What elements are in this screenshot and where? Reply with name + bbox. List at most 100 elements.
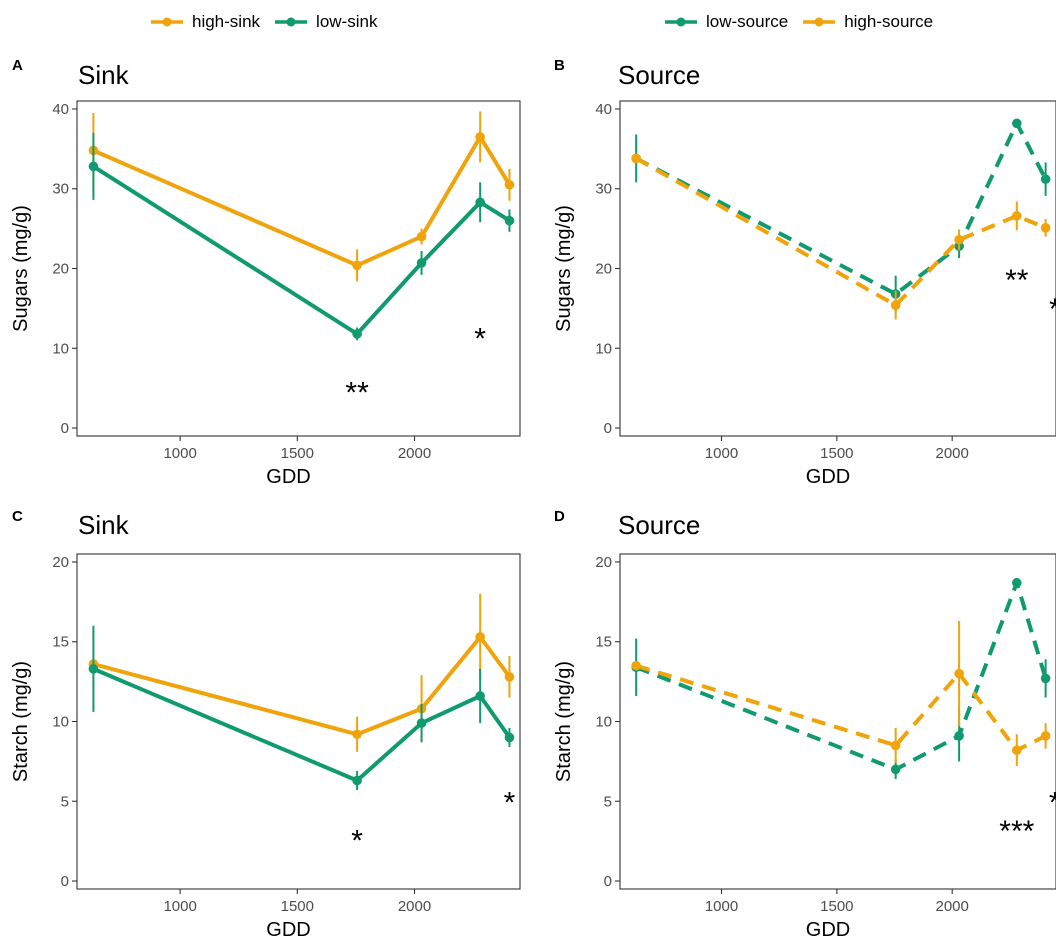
y-axis-title: Starch (mg/g): [10, 661, 32, 782]
data-point-high-source: [631, 153, 641, 164]
y-axis-title: Sugars (mg/g): [553, 205, 575, 332]
panel-letter: A: [12, 57, 23, 74]
data-point-high-source: [1011, 211, 1022, 221]
legend-label-low-sink: low-sink: [316, 12, 378, 31]
x-tick-label: 1500: [281, 898, 314, 915]
y-tick-label: 0: [61, 873, 69, 890]
plot-area: [88, 111, 515, 341]
significance-annotation: ***: [999, 815, 1034, 848]
y-tick-label: 30: [595, 181, 612, 198]
y-axis-title: Starch (mg/g): [553, 661, 575, 782]
panel-letter: D: [554, 508, 565, 525]
data-point-high-sink: [416, 231, 427, 242]
series-line-high-sink: [92, 134, 512, 268]
legend-item-low-sink: low-sink: [274, 12, 377, 32]
panel-title: Sink: [78, 510, 130, 540]
legend-label-high-source: high-source: [844, 12, 934, 31]
data-point-low-source: [1040, 673, 1051, 684]
x-tick-label: 1000: [705, 898, 738, 915]
legend-label-low-source: low-source: [706, 12, 789, 31]
plot-area: [631, 577, 1051, 779]
legend-key-low-sink: [275, 17, 308, 27]
legend-label-high-sink: high-sink: [192, 12, 261, 31]
y-tick-label: 10: [52, 714, 69, 731]
series-line-high-source: [635, 156, 1047, 308]
data-point-high-source: [954, 234, 964, 245]
series-line-low-source: [635, 121, 1048, 296]
plot-area: [88, 593, 515, 791]
x-axis-title: GDD: [266, 919, 310, 939]
significance-annotation: *: [351, 825, 363, 858]
data-point-high-source: [631, 660, 641, 671]
panel-c: C Sink 0 5 10 15 20 1000 1500 2000 GDD Starch (mg/g…: [10, 508, 521, 939]
y-tick-label: 10: [595, 340, 612, 357]
x-tick-label: 2000: [398, 445, 431, 462]
panel-d: D Source 0 5 10 15 20 1000 1500 2000 GDD Starch (mg…: [553, 508, 1056, 939]
y-tick-label: 0: [604, 873, 612, 890]
y-tick-label: 20: [52, 554, 69, 571]
legend-key-high-sink: [151, 17, 183, 27]
data-point-low-sink: [416, 718, 427, 728]
series-line-low-sink: [92, 667, 512, 783]
data-point-low-source: [954, 731, 964, 741]
significance-annotation: **: [345, 377, 369, 410]
data-point-high-source: [1011, 745, 1022, 756]
panel-title: Sink: [78, 60, 130, 90]
data-point-high-source: [1040, 223, 1051, 233]
x-tick-label: 2000: [936, 898, 969, 915]
x-tick-label: 1500: [820, 898, 853, 915]
x-tick-label: 2000: [398, 898, 431, 915]
panel-a: A Sink 0 10 20 30 40 1000 1500 2000 GDD Sugars (mg/…: [10, 57, 521, 488]
legend-item-low-source: low-source: [664, 12, 788, 32]
y-tick-label: 30: [52, 181, 69, 198]
x-axis-title: GDD: [806, 466, 850, 488]
y-axis-title: Sugars (mg/g): [10, 205, 32, 332]
data-point-high-source: [1040, 731, 1051, 741]
legend-key-high-source: [803, 17, 836, 27]
data-point-low-sink: [504, 215, 515, 226]
series-line-low-source: [635, 580, 1048, 772]
plot-border: [76, 100, 521, 437]
y-tick-label: 40: [595, 101, 612, 118]
plot-border: [619, 100, 1056, 437]
data-point-high-sink: [504, 179, 515, 190]
x-tick-label: 1000: [705, 445, 738, 462]
plot-border: [76, 553, 521, 890]
data-point-high-source: [954, 668, 964, 679]
y-tick-label: 10: [595, 714, 612, 731]
data-point-high-sink: [352, 260, 362, 271]
data-point-low-sink: [88, 161, 99, 172]
y-tick-label: 5: [61, 793, 69, 810]
significance-annotation: *: [1049, 786, 1056, 819]
significance-annotation: **: [1005, 264, 1029, 297]
significance-annotation: *: [474, 322, 486, 355]
data-point-high-sink: [504, 672, 515, 682]
y-tick-label: 20: [595, 554, 612, 571]
legend-item-high-source: high-source: [802, 12, 933, 32]
legend-key-low-source: [665, 17, 697, 27]
data-point-low-sink: [416, 258, 427, 268]
data-point-low-source: [1011, 118, 1022, 129]
plot-area: [631, 118, 1051, 320]
data-point-high-source: [890, 300, 901, 310]
data-point-low-sink: [504, 732, 515, 743]
y-tick-label: 20: [595, 261, 612, 278]
y-tick-label: 15: [52, 634, 69, 651]
data-point-high-source: [890, 740, 901, 751]
data-point-low-sink: [475, 197, 485, 208]
plot-border: [619, 553, 1056, 890]
significance-annotation: *: [1049, 293, 1056, 326]
series-line-high-source: [635, 663, 1047, 753]
y-tick-label: 40: [52, 101, 69, 118]
panel-letter: B: [554, 57, 565, 74]
data-point-high-sink: [475, 132, 485, 142]
x-tick-label: 1500: [820, 445, 853, 462]
data-point-low-sink: [352, 329, 362, 339]
y-tick-label: 10: [52, 340, 69, 357]
data-point-high-sink: [475, 632, 485, 642]
x-axis-title: GDD: [266, 466, 310, 488]
x-tick-label: 1000: [163, 445, 196, 462]
data-point-low-source: [890, 764, 901, 775]
data-point-low-source: [1040, 174, 1051, 184]
legend-item-high-sink: high-sink: [150, 12, 260, 32]
